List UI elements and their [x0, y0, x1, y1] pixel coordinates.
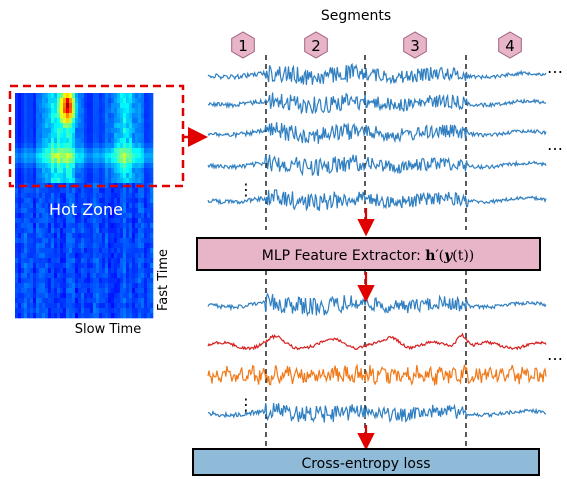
extractor-formula-y: y: [443, 248, 453, 264]
input-signal-3: [207, 122, 547, 144]
segment-hex-3: 3: [403, 31, 427, 59]
feature-signal-blue-1: [207, 292, 547, 317]
segment-label-1: 1: [238, 37, 248, 55]
ellipsis-bottom: …: [547, 345, 563, 364]
loss-box: Cross-entropy loss: [192, 448, 540, 476]
signal-traces: [207, 62, 547, 423]
segment-label-3: 3: [410, 37, 420, 55]
loss-label: Cross-entropy loss: [301, 456, 430, 472]
input-signal-1: [207, 62, 547, 86]
segment-label-2: 2: [311, 37, 321, 55]
feature-extractor-label: MLP Feature Extractor: h′(y(t)): [262, 248, 475, 264]
hot-zone-outline: [8, 84, 185, 188]
ellipsis-mid: …: [547, 135, 563, 154]
hot-zone-label: Hot Zone: [49, 200, 123, 219]
slow-time-label: Slow Time: [75, 322, 141, 337]
input-signal-5: [207, 189, 547, 212]
segment-hex-4: 4: [498, 31, 522, 59]
extractor-formula-tail: (t)): [452, 248, 474, 264]
vdots-bottom: ⋮: [238, 395, 254, 414]
segment-hex-1: 1: [231, 31, 255, 59]
vdots-top: ⋮: [238, 180, 254, 199]
input-signal-4: [207, 154, 547, 177]
feature-signal-red: [207, 332, 547, 351]
segment-hex-2: 2: [304, 31, 328, 59]
segments-title: Segments: [321, 8, 391, 24]
feature-signal-blue-2: [207, 402, 547, 423]
input-signal-2: [207, 92, 547, 115]
extractor-formula-rest: ′(: [435, 248, 444, 264]
extractor-formula-h: h: [425, 248, 435, 264]
feature-extractor-box: MLP Feature Extractor: h′(y(t)): [196, 237, 541, 271]
extractor-prefix: MLP Feature Extractor:: [262, 248, 426, 264]
ellipsis-top: …: [547, 58, 563, 77]
fast-time-label: Fast Time: [156, 249, 171, 311]
feature-signal-orange: [207, 363, 547, 387]
segment-label-4: 4: [505, 37, 515, 55]
